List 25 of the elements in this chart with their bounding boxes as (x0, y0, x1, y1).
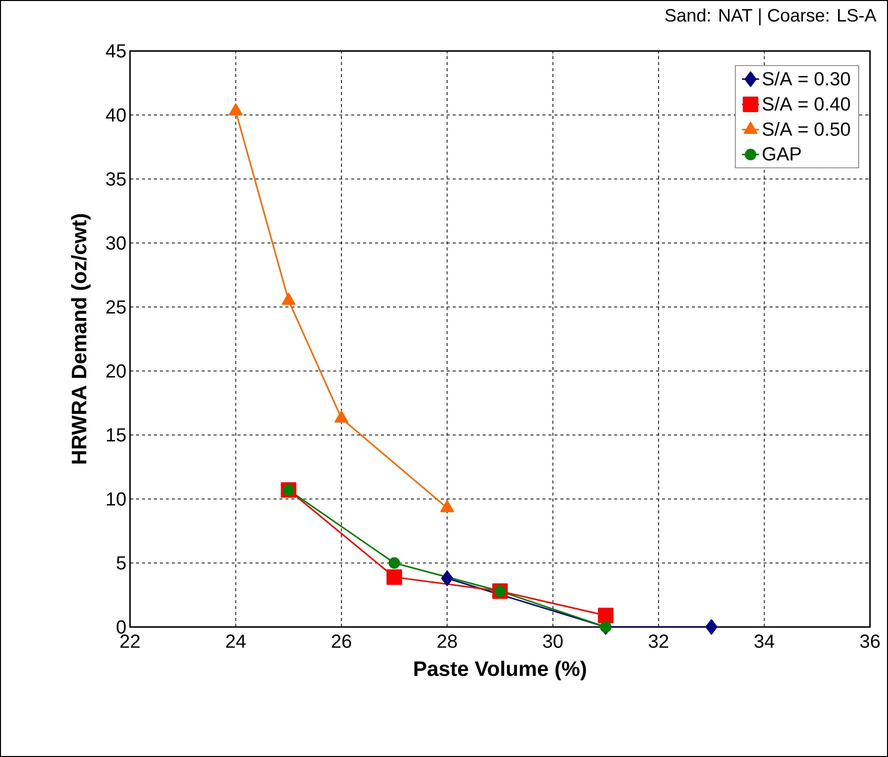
x-tick-label: 24 (226, 634, 246, 648)
x-tick-label: 30 (543, 634, 563, 648)
y-axis-title: HRWRA Demand (oz/cwt) (71, 214, 91, 464)
y-tick-label: 40 (106, 108, 126, 122)
legend-label: S/A = 0.30 (762, 72, 850, 86)
y-tick-label: 0 (116, 620, 126, 634)
y-tick-label: 30 (106, 236, 126, 250)
y-tick-label: 25 (106, 300, 126, 314)
y-tick-label: 10 (106, 492, 126, 506)
y-tick-label: 5 (116, 556, 126, 570)
x-tick-label: 22 (120, 634, 140, 648)
x-tick-label: 32 (648, 634, 668, 648)
x-tick-label: 36 (860, 634, 880, 648)
legend-label: S/A = 0.50 (762, 122, 850, 136)
y-tick-label: 20 (106, 364, 126, 378)
y-tick-label: 15 (106, 428, 126, 442)
legend-label: GAP (762, 147, 801, 161)
y-tick-label: 35 (106, 172, 126, 186)
legend-label: S/A = 0.40 (762, 96, 850, 111)
y-tick-label: 45 (106, 44, 126, 58)
text: Sand: NAT | Coarse: LS-A (665, 8, 876, 26)
x-tick-label: 28 (438, 634, 457, 648)
x-tick-label: 34 (754, 634, 774, 648)
x-tick-label: 26 (332, 634, 352, 648)
x-axis-title: Paste Volume (%) (414, 660, 586, 680)
